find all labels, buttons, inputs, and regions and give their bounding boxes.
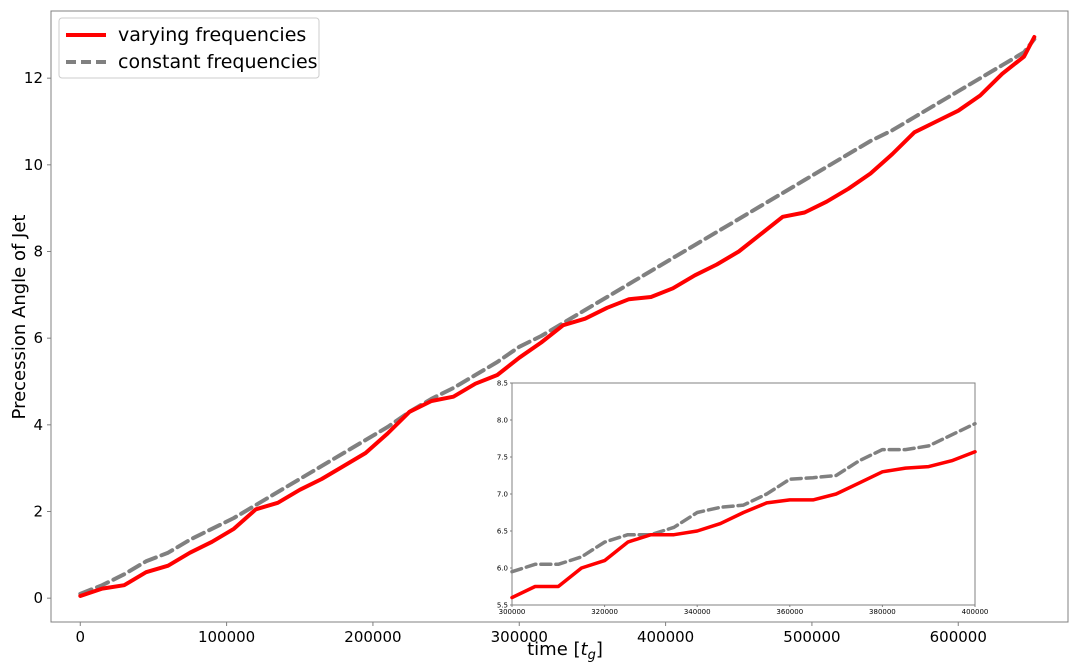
x-tick-label: 0 (75, 628, 85, 646)
inset-x-ticks: 300000 320000 340000 360000 380000 400000 (499, 605, 989, 616)
legend-box (58, 17, 320, 79)
x-tick-label: 380000 (869, 608, 896, 616)
inset-y-ticks: 5.5 6.0 6.5 7.0 7.5 8.0 8.5 (497, 380, 512, 610)
x-tick-label: 400000 (962, 608, 989, 616)
y-tick-label: 7.0 (497, 491, 508, 499)
inset-plot-frame (511, 382, 976, 606)
x-axis-label-symbol: t (581, 639, 589, 660)
x-tick-label: 320000 (591, 608, 618, 616)
y-tick-label: 12 (24, 69, 43, 87)
x-axis-label-prefix: time [ (527, 639, 580, 660)
legend-label-constant: constant frequencies (118, 51, 318, 73)
main-plot-frame (50, 10, 1069, 623)
main-series-group (78, 35, 1037, 598)
x-tick-label: 200000 (344, 628, 401, 646)
series-constant (78, 37, 1037, 596)
x-tick-label: 300000 (491, 628, 548, 646)
y-tick-label: 8.5 (497, 380, 508, 388)
x-tick-label: 360000 (776, 608, 803, 616)
y-tick-label: 6.0 (497, 565, 508, 573)
main-x-ticks: 0 100000 200000 300000 400000 500000 600000 (75, 622, 987, 646)
x-axis-label-suffix: ] (596, 639, 603, 660)
series-varying (78, 35, 1037, 598)
x-tick-label: 600000 (930, 628, 987, 646)
inset-chart: 300000 320000 340000 360000 380000 400000 5.5… (497, 380, 989, 617)
y-tick-label: 4 (33, 416, 43, 434)
x-tick-label: 300000 (499, 608, 526, 616)
x-axis-label-subscript: g (588, 648, 596, 662)
y-tick-label: 0 (33, 589, 43, 607)
x-tick-label: 100000 (198, 628, 255, 646)
y-tick-label: 5.5 (497, 602, 508, 610)
y-tick-label: 8.0 (497, 417, 508, 425)
x-tick-label: 500000 (783, 628, 840, 646)
series-varying-inset (510, 450, 977, 600)
x-tick-label: 340000 (684, 608, 711, 616)
y-tick-label: 2 (33, 503, 43, 521)
x-axis-label: time [tg] (527, 639, 603, 662)
y-tick-label: 6 (33, 329, 43, 347)
inset-series-group (510, 421, 977, 600)
main-y-ticks: 0 2 4 6 8 10 12 (24, 69, 51, 607)
legend: varying frequencies constant frequencies (58, 17, 320, 79)
y-axis-label: Precession Angle of Jet (9, 215, 30, 420)
y-tick-label: 7.5 (497, 454, 508, 462)
y-tick-label: 8 (33, 243, 43, 261)
series-constant-inset (510, 421, 977, 574)
y-tick-label: 10 (24, 156, 43, 174)
x-tick-label: 400000 (637, 628, 694, 646)
y-tick-label: 6.5 (497, 528, 508, 536)
legend-label-varying: varying frequencies (118, 24, 306, 46)
